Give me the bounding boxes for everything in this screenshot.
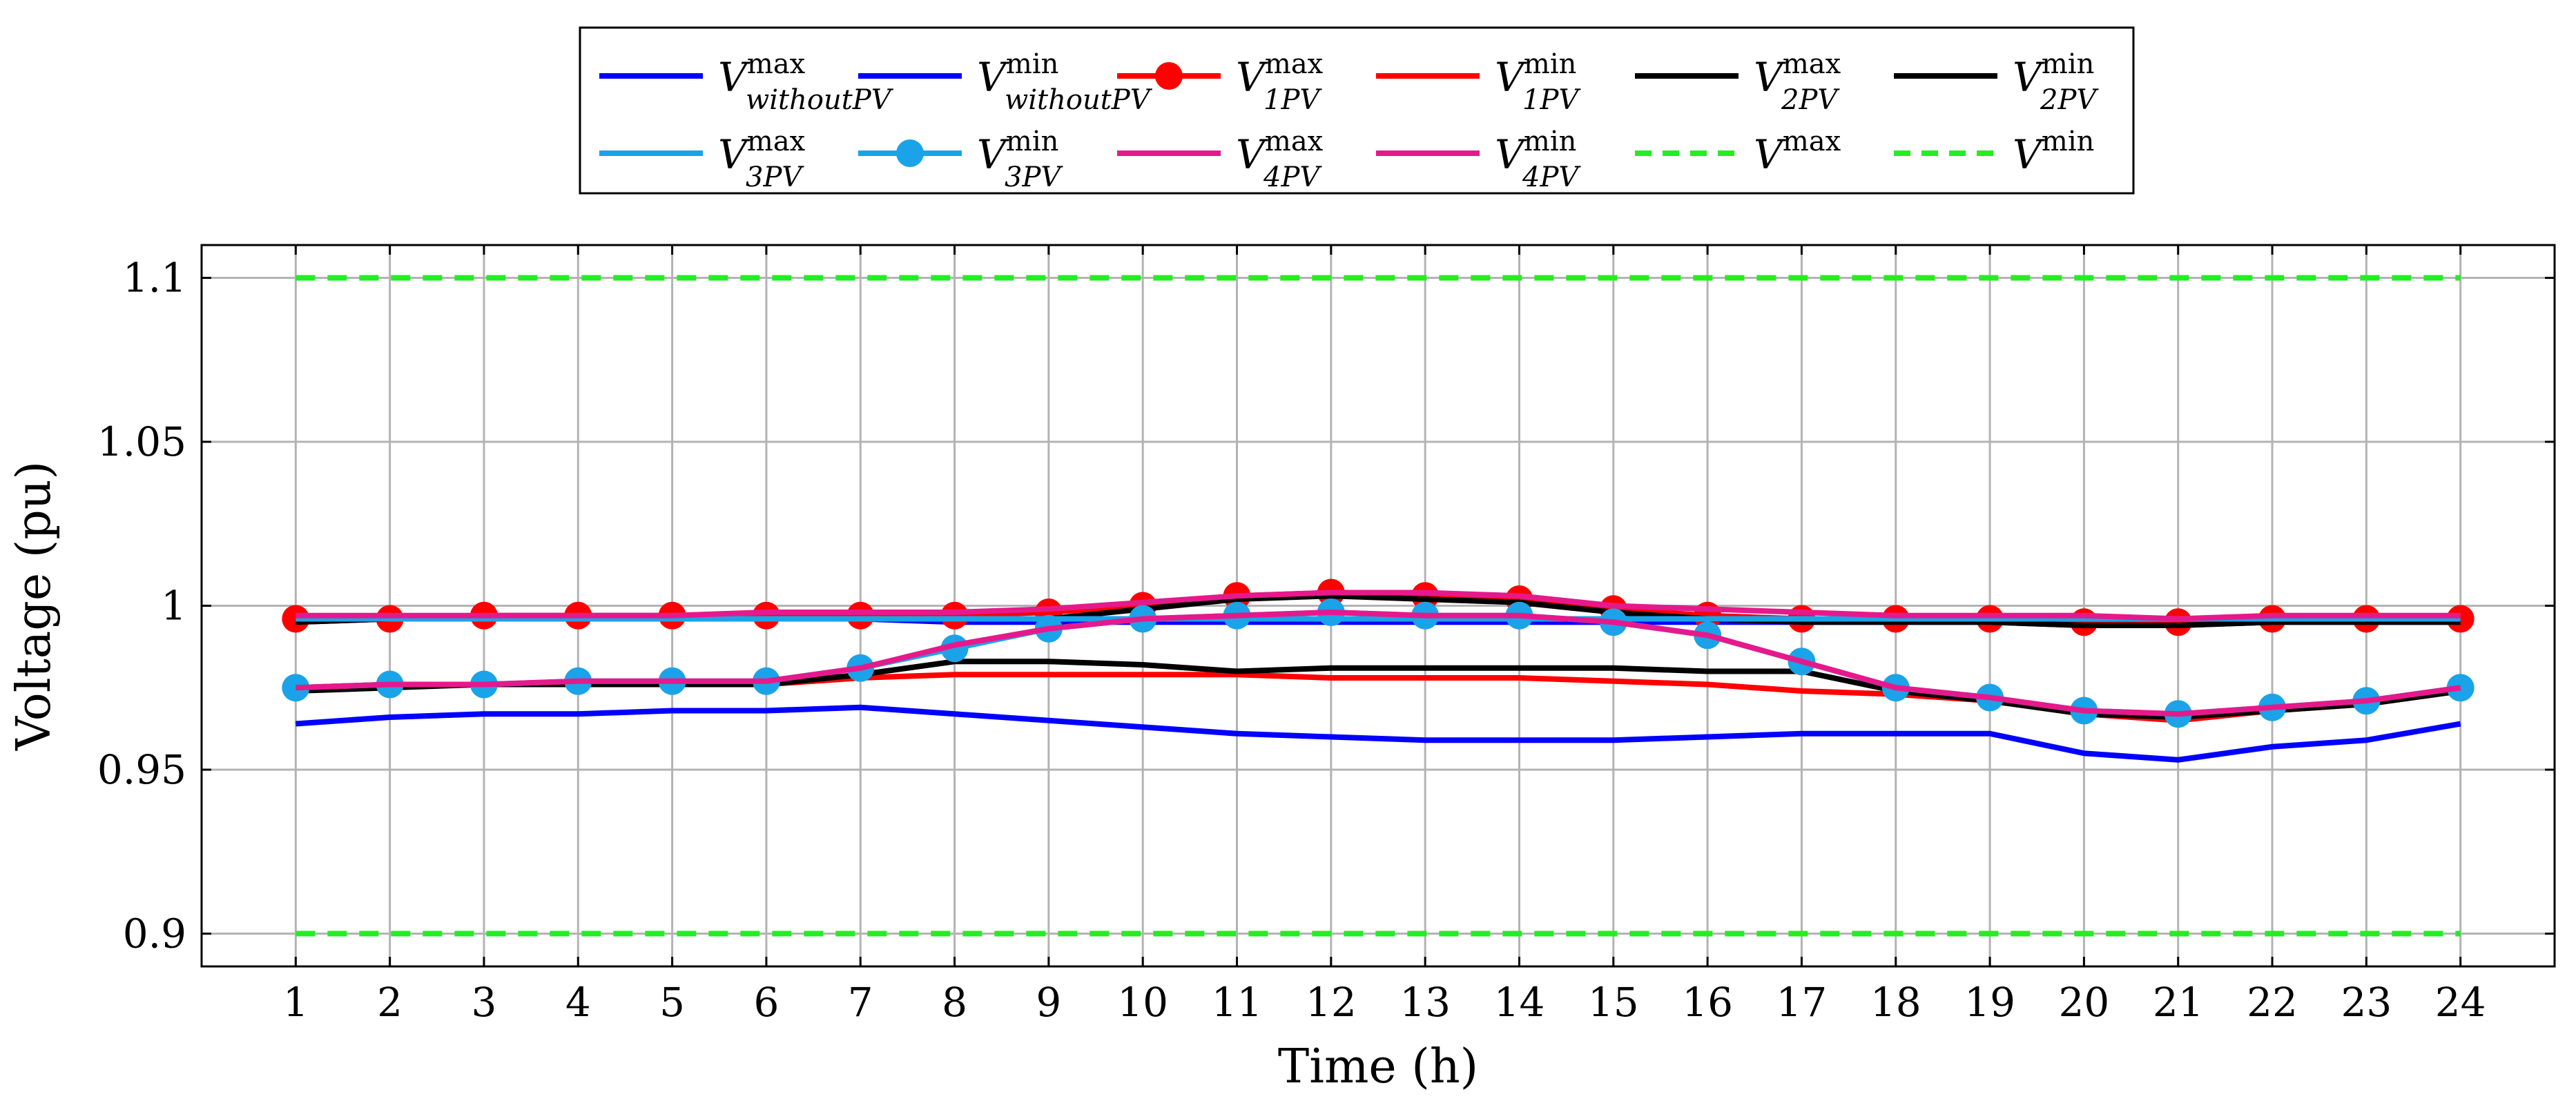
legend-item: Vmax 3PV — [599, 126, 806, 193]
legend-item: Vmin 2PV — [1894, 48, 2099, 116]
axis-ticks: 1 2 3 4 5 6 7 8 9 10 11 12 13 14 15 16 17 18 19 20 21 22 23 240… — [97, 245, 2555, 1026]
series-v-4pv-min-line — [296, 610, 2461, 717]
legend-label: Vmin 3PV — [977, 126, 1063, 193]
series-group — [282, 275, 2475, 937]
legend-label: Vmin — [2013, 126, 2094, 178]
legend-item: Vmax 4PV — [1117, 126, 1324, 193]
legend-item: Vmax — [1635, 126, 1841, 178]
series-v-2pv-min-line — [296, 659, 2461, 720]
legend-item: Vmin 1PV — [1376, 48, 1581, 116]
legend-label: Vmin 1PV — [1495, 48, 1581, 116]
series-v-4pv-max — [296, 590, 2461, 622]
x-tick-label: 17 — [1776, 979, 1828, 1026]
x-tick-label: 14 — [1494, 979, 1545, 1026]
series-v-2pv-min — [296, 659, 2461, 720]
series-v-1pv-max-point — [940, 601, 969, 630]
x-tick-label: 21 — [2153, 979, 2204, 1026]
legend-label: Vmax withoutPV — [718, 48, 894, 116]
legend-box — [579, 26, 2135, 195]
legend-item: Vmin — [1894, 126, 2094, 178]
x-tick-label: 4 — [565, 979, 591, 1026]
x-tick-label: 19 — [1964, 979, 2015, 1026]
y-tick-label: 1.05 — [97, 418, 186, 465]
x-tick-label: 23 — [2341, 979, 2392, 1026]
series-v-1pv-max-point — [1411, 582, 1440, 610]
legend-item: Vmax 1PV — [1117, 48, 1324, 116]
x-tick-label: 5 — [659, 979, 685, 1026]
legend-label: Vmax 1PV — [1236, 48, 1324, 116]
legend-item: Vmin 3PV — [858, 126, 1063, 193]
y-tick-label: 1 — [161, 583, 186, 630]
y-axis-label: Voltage (pu) — [7, 461, 61, 751]
y-tick-label: 0.95 — [97, 746, 186, 793]
x-tick-label: 15 — [1588, 979, 1639, 1026]
legend-item: Vmin withoutPV — [858, 48, 1153, 116]
legend-label: Vmax 4PV — [1236, 126, 1324, 193]
legend-label: Vmax 3PV — [718, 126, 806, 193]
x-tick-label: 11 — [1212, 979, 1263, 1026]
legend-marker — [896, 139, 924, 167]
legend-item: Vmax 2PV — [1635, 48, 1841, 116]
x-tick-label: 24 — [2435, 979, 2486, 1026]
legend-label: Vmin 4PV — [1495, 126, 1581, 193]
x-tick-label: 18 — [1870, 979, 1921, 1026]
x-tick-label: 10 — [1117, 979, 1168, 1026]
legend: Vmax withoutPV Vmin withoutPV Vmax 1PV Vmin 1PV… — [579, 26, 2135, 195]
y-tick-label: 0.9 — [123, 911, 186, 957]
x-tick-label: 3 — [472, 979, 497, 1026]
x-tick-label: 16 — [1682, 979, 1733, 1026]
x-tick-label: 1 — [283, 979, 309, 1026]
x-tick-label: 12 — [1306, 979, 1357, 1026]
series-v-1pv-max-point — [2164, 608, 2192, 636]
series-v-1pv-max-point — [752, 601, 780, 630]
legend-item: Vmin 4PV — [1376, 126, 1581, 193]
x-tick-label: 13 — [1400, 979, 1451, 1026]
legend-label: Vmin withoutPV — [977, 48, 1153, 116]
x-tick-label: 9 — [1036, 979, 1061, 1026]
x-tick-label: 20 — [2058, 979, 2109, 1026]
series-v-4pv-max-line — [296, 590, 2461, 622]
series-v-4pv-min — [296, 610, 2461, 717]
legend-label: Vmin 2PV — [2013, 48, 2099, 116]
series-v-1pv-max-point — [2070, 608, 2098, 636]
series-v-withoutpv-min — [296, 704, 2461, 763]
x-tick-label: 7 — [848, 979, 873, 1026]
legend-label: Vmax — [1754, 126, 1841, 178]
x-tick-label: 8 — [942, 979, 967, 1026]
x-tick-label: 22 — [2247, 979, 2298, 1026]
series-v-1pv-max-point — [846, 601, 875, 630]
y-tick-label: 1.1 — [123, 255, 186, 302]
legend-marker — [1155, 62, 1183, 90]
legend-label: Vmax 2PV — [1754, 48, 1841, 116]
x-tick-label: 2 — [377, 979, 403, 1026]
series-v-withoutpv-min-line — [296, 704, 2461, 763]
legend-item: Vmax withoutPV — [599, 48, 894, 116]
x-tick-label: 6 — [753, 979, 779, 1026]
x-axis-label: Time (h) — [1278, 1040, 1478, 1094]
grid — [202, 245, 2555, 966]
